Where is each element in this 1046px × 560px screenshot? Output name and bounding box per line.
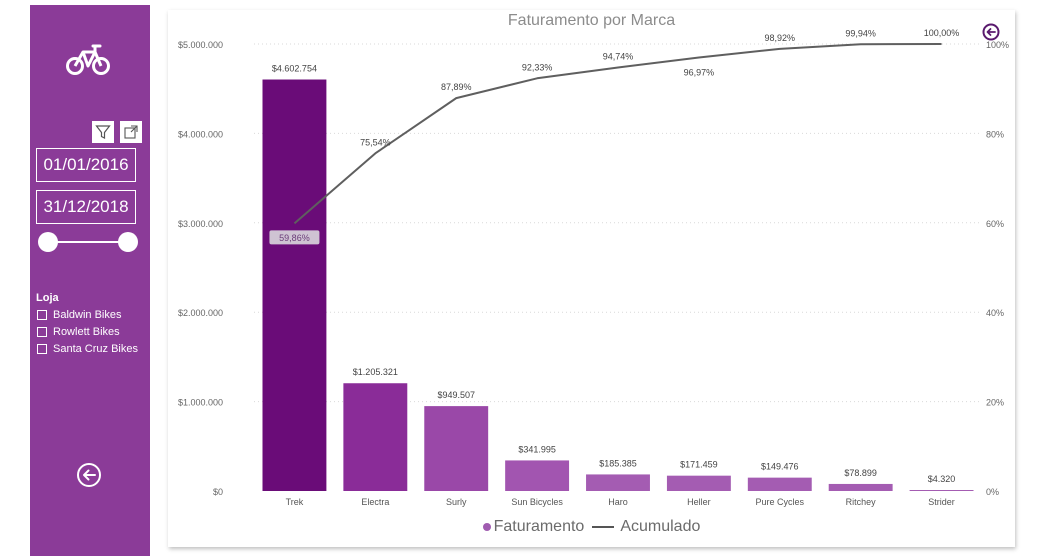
- line-value-label: 94,74%: [603, 52, 634, 62]
- bar-value-label: $4.320: [928, 474, 956, 484]
- line-value-label: 87,89%: [441, 82, 472, 92]
- y-right-tick-label: 40%: [986, 308, 1004, 318]
- x-tick-label: Strider: [928, 497, 955, 507]
- store-checkbox[interactable]: [37, 327, 47, 337]
- line-value-label: 96,97%: [684, 68, 715, 78]
- back-arrow-icon[interactable]: [982, 23, 1000, 41]
- bar-heller: [666, 475, 731, 491]
- store-option[interactable]: Rowlett Bikes: [37, 326, 120, 338]
- bar-pure-cycles: [747, 477, 812, 491]
- x-tick-label: Surly: [446, 497, 467, 507]
- pareto-chart-card: Faturamento por Marca $0 $1.000.000 $2.000…: [168, 10, 1015, 547]
- date-slider-end-handle[interactable]: [118, 232, 138, 252]
- date-slider-track[interactable]: [48, 241, 128, 243]
- bar-surly: [424, 406, 489, 491]
- legend-marker-faturamento: [482, 523, 491, 531]
- bar-trek: [262, 79, 327, 491]
- x-tick-label: Electra: [361, 497, 389, 507]
- y-right-tick-label: 100%: [986, 40, 1009, 50]
- legend-marker-acumulado: [592, 526, 615, 528]
- line-value-label: 99,94%: [845, 28, 876, 38]
- store-option[interactable]: Baldwin Bikes: [37, 309, 121, 321]
- start-date-input[interactable]: 01/01/2016: [36, 148, 136, 182]
- bar-strider: [909, 490, 974, 491]
- bar-value-label: $949.507: [437, 390, 475, 400]
- date-slider-start-handle[interactable]: [38, 232, 58, 252]
- filter-icon[interactable]: [92, 121, 114, 143]
- x-tick-label: Ritchey: [846, 497, 877, 507]
- y-right-tick-label: 0%: [986, 487, 999, 497]
- end-date-input[interactable]: 31/12/2018: [36, 190, 136, 224]
- line-value-label: 92,33%: [522, 62, 553, 72]
- bar-value-label: $149.476: [761, 462, 799, 472]
- line-value-label: 98,92%: [765, 33, 796, 43]
- chart-title: Faturamento por Marca: [507, 12, 676, 29]
- y-right-tick-label: 80%: [986, 129, 1004, 139]
- y-right-tick-label: 60%: [986, 219, 1004, 229]
- store-label: Santa Cruz Bikes: [53, 343, 138, 355]
- y-left-tick-label: $2.000.000: [178, 308, 223, 318]
- bar-value-label: $185.385: [599, 458, 637, 468]
- bar-ritchey: [828, 483, 893, 491]
- x-tick-label: Sun Bicycles: [511, 497, 563, 507]
- legend-label-faturamento: Faturamento: [493, 518, 585, 535]
- pareto-chart: $0 $1.000.000 $2.000.000 $3.000.000 $4.000.0…: [178, 28, 1009, 507]
- bar-value-label: $171.459: [680, 460, 718, 470]
- bar-electra: [343, 383, 408, 491]
- sidebar: 01/01/2016 31/12/2018 Loja Baldwin Bikes…: [30, 5, 150, 556]
- bar-value-label: $4.602.754: [272, 64, 317, 74]
- bar-sun-bicycles: [505, 460, 570, 491]
- bike-icon: [66, 44, 110, 75]
- store-checkbox[interactable]: [37, 310, 47, 320]
- bar-haro: [586, 474, 650, 491]
- bar-value-label: $1.205.321: [353, 367, 398, 377]
- line-value-label: 59,86%: [279, 233, 310, 243]
- y-left-tick-label: $4.000.000: [178, 129, 223, 139]
- store-label: Baldwin Bikes: [53, 309, 122, 321]
- bar-value-label: $78.899: [844, 468, 877, 478]
- back-arrow-icon[interactable]: [76, 462, 102, 488]
- y-left-tick-label: $5.000.000: [178, 40, 223, 50]
- line-value-label: 75,54%: [360, 137, 391, 147]
- line-value-label: 100,00%: [924, 28, 960, 38]
- store-option[interactable]: Santa Cruz Bikes: [37, 343, 138, 355]
- x-tick-label: Trek: [286, 497, 304, 507]
- store-label: Rowlett Bikes: [53, 326, 120, 338]
- focus-mode-icon[interactable]: [120, 121, 142, 143]
- chart-legend: Faturamento Acumulado: [168, 518, 1015, 536]
- store-filter-title: Loja: [36, 292, 59, 304]
- store-checkbox[interactable]: [37, 344, 47, 354]
- x-tick-label: Heller: [687, 497, 711, 507]
- y-left-tick-label: $1.000.000: [178, 398, 223, 408]
- legend-label-acumulado: Acumulado: [620, 518, 701, 535]
- bar-value-label: $341.995: [518, 444, 556, 454]
- y-right-tick-label: 20%: [986, 398, 1004, 408]
- x-tick-label: Pure Cycles: [756, 497, 805, 507]
- x-tick-label: Haro: [608, 497, 628, 507]
- y-left-tick-label: $3.000.000: [178, 219, 223, 229]
- line-label-bg: [269, 230, 320, 245]
- cumulative-line: [293, 43, 942, 225]
- y-left-tick-label: $0: [213, 487, 223, 497]
